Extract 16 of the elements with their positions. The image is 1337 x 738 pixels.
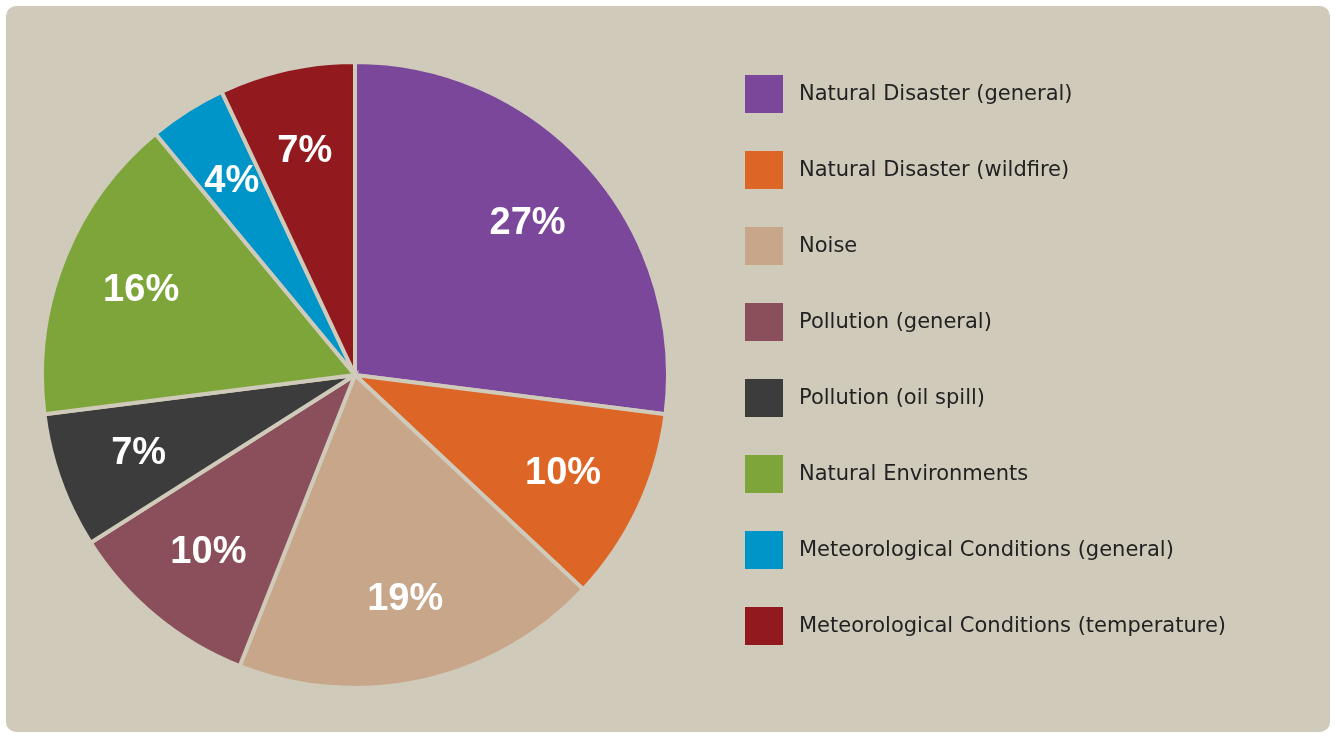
- legend-label: Natural Disaster (general): [799, 81, 1073, 105]
- data-label: 4%: [204, 157, 260, 200]
- data-label: 7%: [111, 429, 167, 472]
- legend-label: Noise: [799, 233, 858, 257]
- legend-label: Natural Disaster (wildfire): [799, 157, 1070, 181]
- legend-label: Pollution (general): [799, 309, 992, 333]
- data-label: 10%: [525, 449, 602, 492]
- legend-label: Pollution (oil spill): [799, 385, 985, 409]
- data-label: 19%: [367, 576, 444, 619]
- data-label: 27%: [489, 199, 566, 242]
- legend-label: Natural Environments: [799, 461, 1029, 485]
- data-label: 10%: [170, 529, 247, 572]
- data-label: 16%: [103, 267, 180, 310]
- legend-label: Meteorological Conditions (temperature): [799, 613, 1227, 637]
- legend-label: Meteorological Conditions (general): [799, 537, 1174, 561]
- data-label: 7%: [277, 127, 333, 170]
